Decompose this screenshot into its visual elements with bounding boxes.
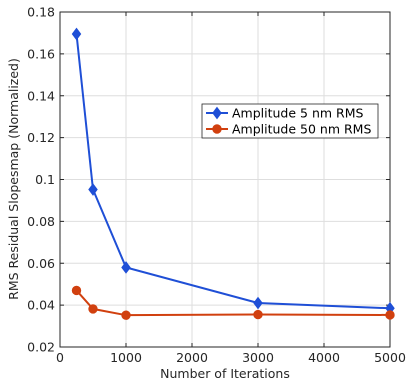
- data-point: [71, 285, 82, 296]
- y-tick-label: 0.1: [35, 172, 55, 187]
- y-tick-label: 0.02: [27, 340, 55, 355]
- x-axis-label: Number of Iterations: [160, 366, 290, 381]
- data-point: [71, 27, 82, 41]
- data-point: [88, 183, 98, 196]
- series-layer: [71, 27, 395, 320]
- data-point: [253, 309, 263, 320]
- x-tick-label: 1000: [110, 350, 142, 365]
- y-tick-label: 0.16: [27, 46, 55, 61]
- legend-marker: [212, 124, 222, 134]
- legend-label: Amplitude 5 nm RMS: [232, 106, 363, 121]
- x-tick-label: 0: [56, 350, 64, 365]
- y-axis-label: RMS Residual Slopesmap (Normalized): [6, 58, 21, 300]
- data-point: [121, 310, 131, 320]
- data-point: [121, 261, 131, 274]
- legend-box: [201, 103, 379, 139]
- data-point: [88, 304, 98, 314]
- series-1: [71, 27, 395, 315]
- y-tick-label: 0.06: [27, 256, 55, 271]
- x-tick-label: 2000: [176, 350, 208, 365]
- series-2: [71, 285, 395, 320]
- y-tick-label: 0.08: [27, 214, 55, 229]
- axes: 0 1000 2000 3000 4000 5000 0.02 0.04 0.06 0.08 0.1…: [27, 5, 406, 366]
- legend-label: Amplitude 50 nm RMS: [232, 122, 371, 137]
- y-tick-label: 0.04: [27, 298, 55, 313]
- legend-marker: [212, 106, 222, 120]
- data-point: [253, 296, 263, 310]
- data-point: [385, 310, 395, 320]
- y-tick-label: 0.14: [27, 88, 55, 103]
- x-tick-label: 3000: [242, 350, 274, 365]
- x-tick-label: 4000: [308, 350, 340, 365]
- y-tick-label: 0.12: [27, 130, 55, 145]
- y-tick-label: 0.18: [27, 5, 55, 20]
- x-tick-label: 5000: [374, 350, 406, 365]
